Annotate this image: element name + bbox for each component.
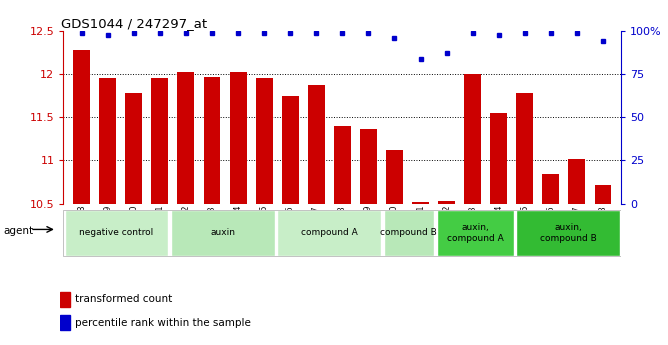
Bar	[595, 185, 611, 204]
Bar	[542, 174, 559, 204]
Bar	[383, 210, 434, 256]
Bar	[308, 85, 325, 204]
Bar	[60, 292, 70, 307]
Text: GDS1044 / 247297_at: GDS1044 / 247297_at	[61, 17, 207, 30]
Bar	[60, 315, 70, 330]
Bar	[360, 129, 377, 204]
Bar	[152, 79, 168, 204]
Bar	[412, 202, 429, 204]
Bar	[178, 72, 194, 204]
Bar	[230, 72, 246, 204]
Bar	[277, 210, 381, 256]
Bar	[171, 210, 275, 256]
Bar	[282, 96, 299, 204]
Bar	[438, 201, 455, 204]
Bar	[334, 126, 351, 204]
Bar	[204, 77, 220, 204]
Text: auxin,
compound B: auxin, compound B	[540, 223, 597, 243]
Bar	[65, 210, 168, 256]
Bar	[516, 93, 533, 204]
Bar	[464, 74, 481, 204]
Text: transformed count: transformed count	[75, 294, 172, 304]
Bar	[73, 50, 90, 204]
Text: agent: agent	[3, 226, 33, 236]
Bar	[386, 150, 403, 204]
Bar	[568, 159, 585, 204]
Text: percentile rank within the sample: percentile rank within the sample	[75, 318, 251, 327]
Bar	[516, 210, 620, 256]
Text: negative control: negative control	[79, 228, 154, 237]
Bar	[256, 79, 273, 204]
Text: compound B: compound B	[380, 228, 437, 237]
Text: auxin,
compound A: auxin, compound A	[447, 223, 504, 243]
Bar	[490, 113, 507, 204]
Bar	[100, 79, 116, 204]
Bar	[126, 93, 142, 204]
Bar	[437, 210, 514, 256]
Text: auxin: auxin	[210, 228, 235, 237]
Text: compound A: compound A	[301, 228, 357, 237]
